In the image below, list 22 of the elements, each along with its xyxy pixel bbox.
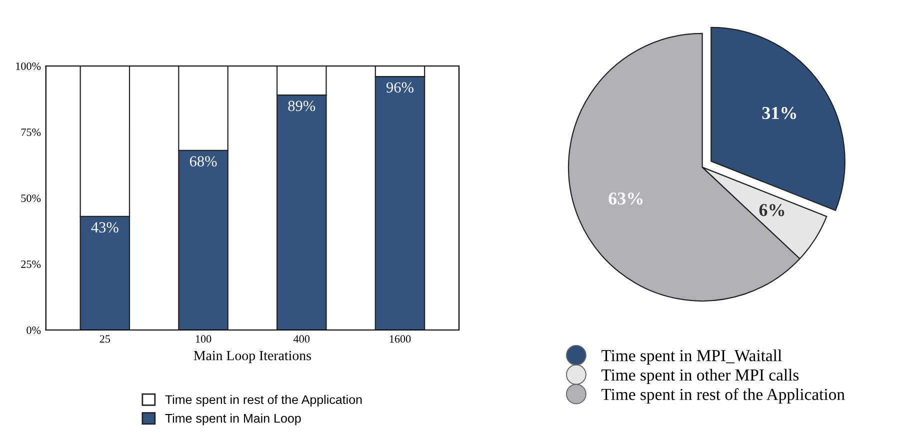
x-axis-title: Main Loop Iterations: [194, 350, 311, 364]
data-label: 63%: [608, 192, 643, 205]
y-tick-label: 100%: [16, 62, 41, 70]
y-tick-label: 75%: [21, 128, 41, 136]
data-label: 96%: [386, 82, 414, 93]
legend-label: Time spent in rest of the Application: [165, 394, 362, 407]
legend-label: Time spent in MPI_Waitall: [602, 350, 782, 365]
x-tick-label: 400: [294, 335, 310, 343]
y-tick-label: 0%: [26, 326, 41, 334]
x-tick-label: 100: [196, 335, 212, 343]
legend-label: Time spent in other MPI calls: [602, 368, 799, 384]
y-tick-label: 50%: [21, 194, 41, 202]
data-label: 31%: [762, 106, 796, 120]
data-label: 89%: [288, 100, 316, 112]
legend-label: Time spent in Main Loop: [165, 414, 301, 426]
y-tick-label: 25%: [21, 260, 41, 268]
legend-label: Time spent in rest of the Application: [602, 388, 845, 404]
x-tick-label: 25: [100, 335, 110, 343]
data-label: 6%: [759, 204, 784, 216]
data-label: 68%: [190, 156, 217, 167]
data-label: 43%: [91, 222, 118, 233]
x-tick-label: 1600: [390, 335, 411, 343]
